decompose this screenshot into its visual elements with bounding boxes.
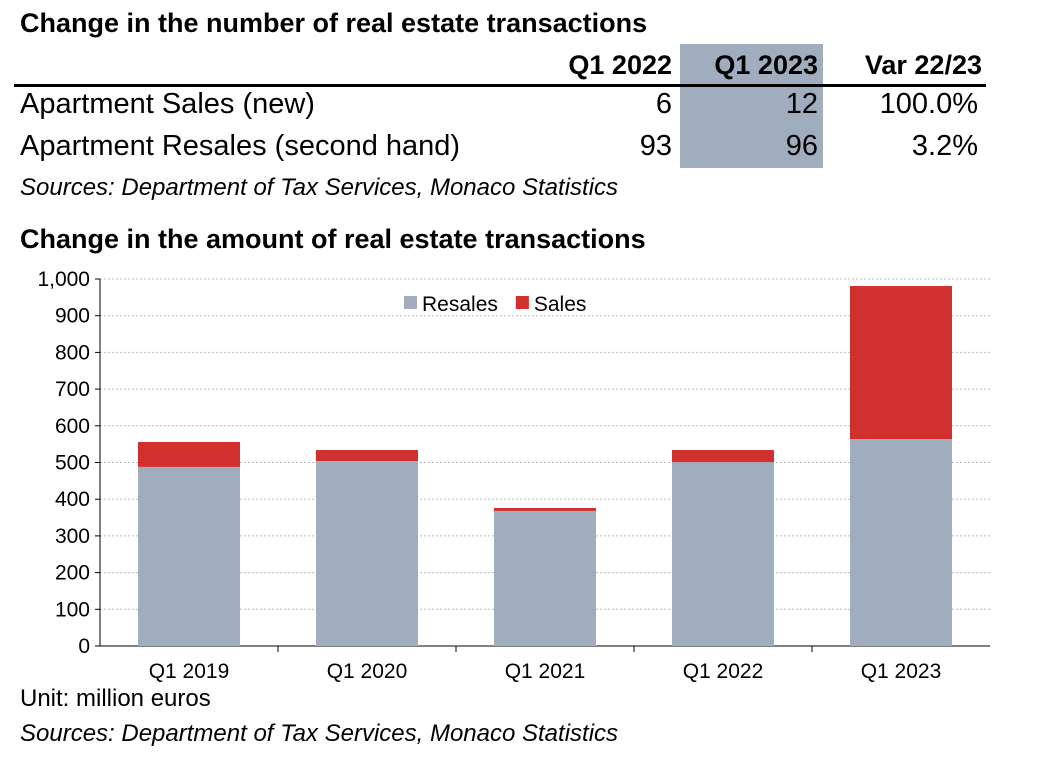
cell: 93 [639, 130, 672, 162]
legend-label: Resales [422, 293, 498, 316]
y-tick-label: 300 [55, 525, 90, 548]
bar-resales [316, 461, 418, 646]
table-header-row: Q1 2022 Q1 2023 Var 22/23 [14, 44, 986, 84]
chart-source: Sources: Department of Tax Services, Mon… [20, 720, 619, 747]
bar-resales [138, 466, 240, 646]
table-title: Change in the number of real estate tran… [20, 8, 648, 38]
table-row: Apartment Resales (second hand) 93 96 3.… [14, 130, 986, 170]
x-tick-label: Q1 2019 [149, 660, 230, 683]
y-tick-label: 600 [55, 415, 90, 438]
chart-title: Change in the amount of real estate tran… [20, 224, 646, 254]
cell: 100.0% [879, 88, 978, 120]
y-tick-label: 100 [55, 598, 90, 621]
bar-sales [672, 450, 774, 463]
bar-sales [316, 450, 418, 462]
cell: 6 [655, 88, 672, 120]
col-header: Q1 2022 [568, 50, 672, 80]
bar-sales [494, 508, 596, 511]
legend-swatch [404, 296, 417, 309]
bar-sales [850, 285, 952, 440]
table-source: Sources: Department of Tax Services, Mon… [20, 174, 619, 201]
q1-2023-highlight [680, 44, 823, 168]
x-tick-label: Q1 2020 [327, 660, 408, 683]
bar-resales [850, 439, 952, 646]
y-tick-label: 800 [55, 341, 90, 364]
legend-swatch [515, 296, 529, 309]
col-header: Var 22/23 [864, 50, 982, 80]
cell: 12 [785, 88, 818, 120]
bar-sales [138, 441, 240, 467]
x-tick-label: Q1 2022 [683, 660, 764, 683]
row-label: Apartment Sales (new) [20, 88, 315, 120]
y-tick-label: 200 [55, 562, 90, 585]
table-row: Apartment Sales (new) 6 12 100.0% [14, 88, 986, 128]
y-tick-label: 1,000 [37, 268, 90, 291]
y-tick-label: 400 [55, 488, 90, 511]
y-tick-label: 700 [55, 378, 90, 401]
bar-resales [494, 510, 596, 646]
cell: 96 [785, 130, 818, 162]
y-tick-label: 500 [55, 452, 90, 475]
legend-label: Sales [534, 293, 587, 316]
header-rule [14, 84, 986, 87]
row-label: Apartment Resales (second hand) [20, 130, 461, 162]
cell: 3.2% [911, 130, 978, 162]
x-tick-label: Q1 2023 [861, 660, 942, 683]
y-tick-label: 900 [55, 305, 90, 328]
unit-label: Unit: million euros [20, 685, 211, 712]
x-tick-label: Q1 2021 [505, 660, 586, 683]
y-tick-label: 0 [78, 635, 90, 658]
bar-resales [672, 462, 774, 646]
col-header: Q1 2023 [714, 50, 818, 80]
